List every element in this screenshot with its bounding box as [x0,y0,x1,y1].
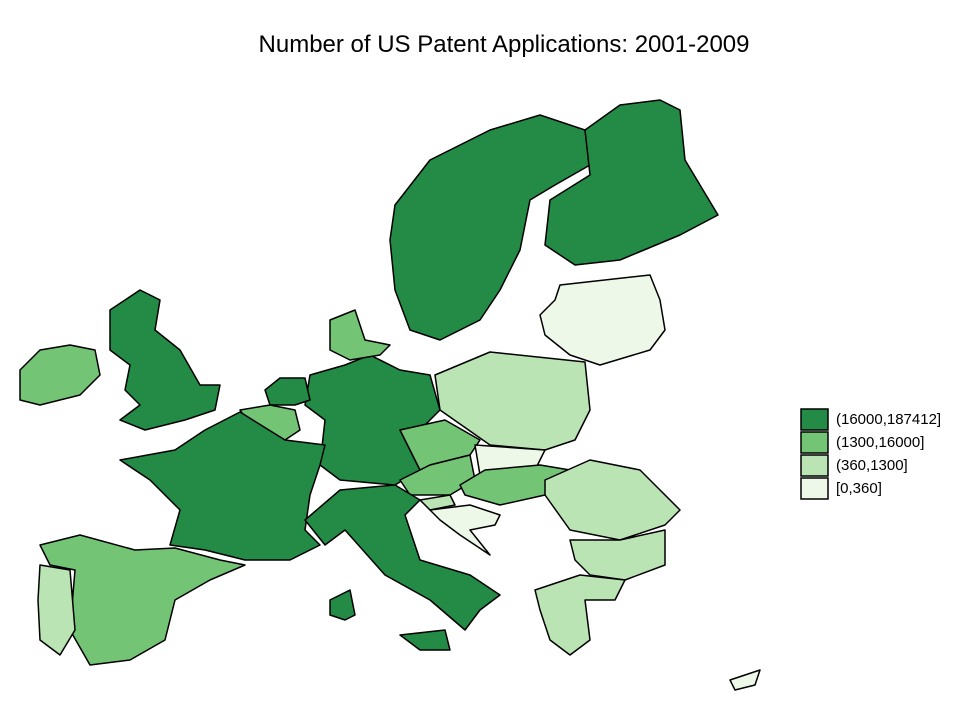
legend-swatch [800,477,829,500]
bulgaria [569,529,666,581]
slovenia [419,494,456,511]
portugal [37,564,76,656]
spain [39,534,246,666]
poland [434,351,591,451]
romania [544,459,681,541]
ireland [19,344,101,406]
legend-swatch [800,408,829,431]
finland [544,99,719,266]
sweden [389,114,591,341]
legend-swatch [800,454,829,477]
legend-label: [0,360] [836,480,882,497]
denmark [329,309,391,361]
cyprus [729,669,761,691]
uk [109,289,221,431]
map-title: Number of US Patent Applications: 2001-2… [259,31,750,58]
greece [534,574,626,656]
sardinia [329,589,356,621]
croatia [429,504,501,556]
legend-label: (360,1300] [836,457,908,474]
netherlands [264,377,311,406]
legend-label: (16000,187412] [836,411,941,428]
legend: (16000,187412] (1300,16000] (360,1300] [0,3… [800,408,941,500]
italy [304,484,501,631]
legend-label: (1300,16000] [836,434,924,451]
legend-swatch [800,431,829,454]
countries [19,99,761,691]
france [119,411,326,561]
sicily [399,629,451,651]
baltics [539,274,666,366]
